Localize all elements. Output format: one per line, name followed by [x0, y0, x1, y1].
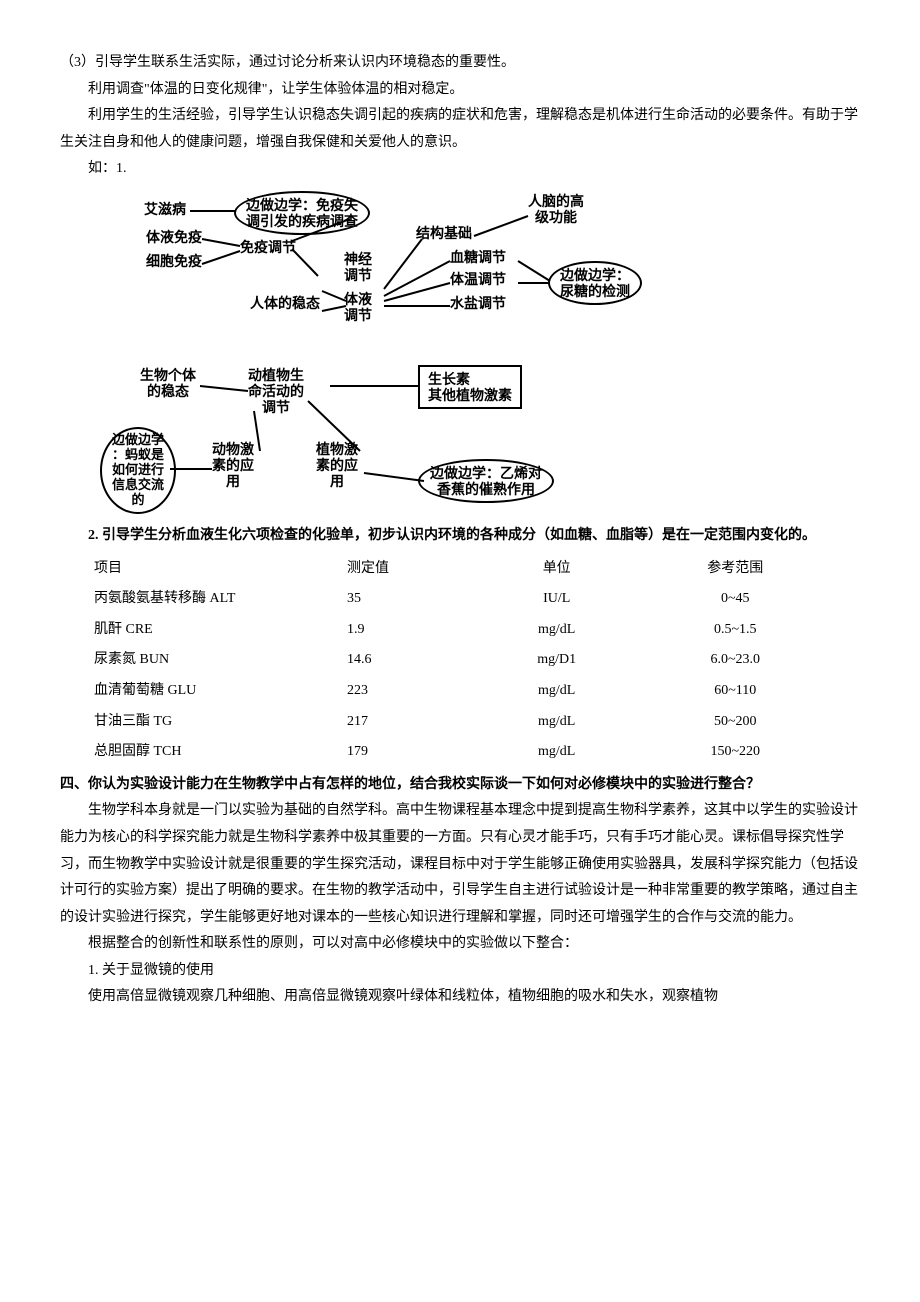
- node-study-ant: 边做边学：蚂蚁是如何进行信息交流的: [100, 427, 176, 514]
- para-exp1: 利用调查"体温的日变化规律"，让学生体验体温的相对稳定。: [60, 77, 860, 104]
- node-study-urine: 边做边学：尿糖的检测: [548, 261, 642, 305]
- lab-results-table: 项目 测定值 单位 参考范围 丙氨酸氨基转移酶 ALT35IU/L0~45 肌酐…: [88, 554, 832, 768]
- node-animal-plant: 动植物生命活动的调节: [248, 367, 304, 415]
- node-blood-sugar: 血糖调节: [450, 249, 506, 265]
- table-row: 肌酐 CRE1.9mg/dL0.5~1.5: [88, 615, 832, 646]
- table-row: 丙氨酸氨基转移酶 ALT35IU/L0~45: [88, 584, 832, 615]
- node-human-homeo: 人体的稳态: [250, 295, 320, 311]
- th-value: 测定值: [341, 554, 475, 585]
- node-struct-basis: 结构基础: [416, 225, 472, 241]
- node-animal-horm: 动物激素的应用: [212, 441, 254, 489]
- table-header-row: 项目 测定值 单位 参考范围: [88, 554, 832, 585]
- node-study-banana: 边做边学：乙烯对香蕉的催熟作用: [418, 459, 554, 503]
- table-row: 甘油三酯 TG217mg/dL50~200: [88, 707, 832, 738]
- node-body-temp: 体温调节: [450, 271, 506, 287]
- node-immune-reg: 免疫调节: [240, 239, 296, 255]
- para-exp2: 利用学生的生活经验，引导学生认识稳态失调引起的疾病的症状和危害，理解稳态是机体进…: [60, 103, 860, 156]
- th-range: 参考范围: [639, 554, 832, 585]
- node-water-salt: 水盐调节: [450, 295, 506, 311]
- node-plant-horm: 植物激素的应用: [316, 441, 358, 489]
- node-aids: 艾滋病: [144, 201, 186, 217]
- para-6: 生物学科本身就是一门以实验为基础的自然学科。高中生物课程基本理念中提到提高生物科…: [60, 798, 860, 931]
- table-row: 总胆固醇 TCH179mg/dL150~220: [88, 737, 832, 768]
- node-study-immune: 边做边学：免疫失调引发的疾病调查: [234, 191, 370, 235]
- node-auxin-box: 生长素其他植物激素: [418, 365, 522, 409]
- node-brain-func: 人脑的高级功能: [528, 193, 584, 225]
- para-8: 1. 关于显微镜的使用: [60, 958, 860, 985]
- section-4-title: 四、你认为实验设计能力在生物教学中占有怎样的地位，结合我校实际谈一下如何对必修模…: [60, 772, 860, 799]
- node-cellular: 细胞免疫: [146, 253, 202, 269]
- node-fluid-reg: 体液调节: [344, 291, 372, 323]
- para-5: 2. 引导学生分析血液生化六项检查的化验单，初步认识内环境的各种成分（如血糖、血…: [60, 523, 860, 550]
- para-9: 使用高倍显微镜观察几种细胞、用高倍显微镜观察叶绿体和线粒体，植物细胞的吸水和失水…: [60, 984, 860, 1011]
- table-row: 血清葡萄糖 GLU223mg/dL60~110: [88, 676, 832, 707]
- para-7: 根据整合的创新性和联系性的原则，可以对高中必修模块中的实验做以下整合：: [60, 931, 860, 958]
- para-3: （3）引导学生联系生活实际，通过讨论分析来认识内环境稳态的重要性。: [60, 50, 860, 77]
- th-item: 项目: [88, 554, 341, 585]
- th-unit: 单位: [475, 554, 639, 585]
- node-neural: 神经调节: [344, 251, 372, 283]
- node-org-homeo: 生物个体的稳态: [140, 367, 196, 399]
- table-row: 尿素氮 BUN14.6mg/D16.0~23.0: [88, 645, 832, 676]
- concept-map: 艾滋病 体液免疫 细胞免疫 边做边学：免疫失调引发的疾病调查 免疫调节 人体的稳…: [100, 191, 660, 511]
- node-humoral: 体液免疫: [146, 229, 202, 245]
- para-eg: 如：1.: [60, 156, 860, 183]
